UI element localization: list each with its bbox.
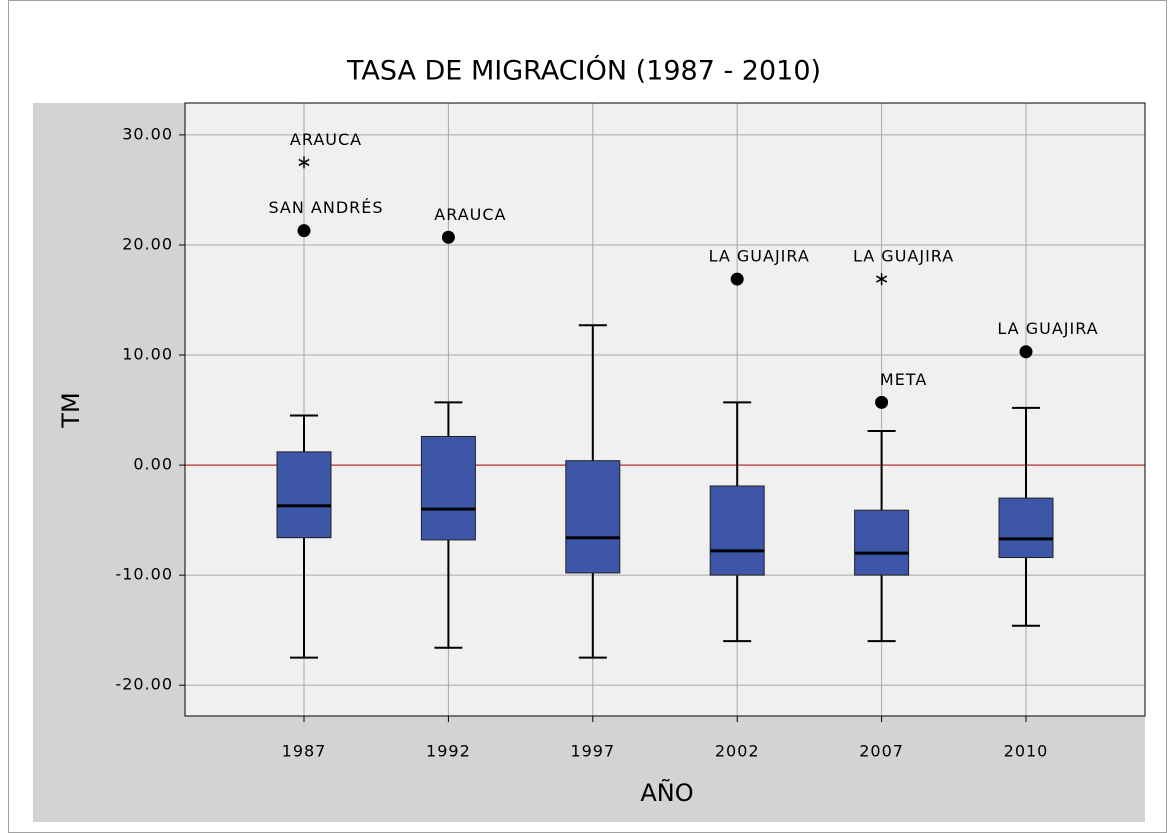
outlier-label: LA GUAJIRA (997, 319, 1098, 338)
box (854, 509, 910, 576)
x-tick-label: 1992 (426, 742, 471, 761)
x-tick-label: 1997 (570, 742, 615, 761)
outlier (875, 395, 889, 409)
chart-title: TASA DE MIGRACIÓN (1987 - 2010) (346, 55, 821, 87)
box (276, 451, 332, 539)
outlier (441, 230, 455, 244)
y-axis-label: TM (57, 392, 85, 428)
outlier-label: ARAUCA (290, 130, 362, 149)
box (420, 435, 476, 541)
outlier-label: SAN ANDRÉS (268, 198, 383, 217)
outlier-star (298, 156, 310, 169)
plot-border (184, 102, 1146, 717)
outlier-label: LA GUAJIRA (853, 247, 954, 266)
box (709, 485, 765, 576)
x-axis-label: AÑO (640, 777, 693, 807)
outlier (297, 224, 311, 238)
y-tick-label: 30.00 (122, 124, 173, 143)
x-tick-label: 1987 (282, 742, 327, 761)
plot-area (185, 103, 1145, 716)
outlier-label: META (880, 370, 927, 389)
outlier (730, 272, 744, 286)
x-tick-label: 2007 (859, 742, 904, 761)
outlier-star (876, 273, 888, 286)
box (998, 497, 1054, 559)
outlier-label: ARAUCA (434, 205, 506, 224)
outlier-label: LA GUAJIRA (709, 247, 810, 266)
x-tick-label: 2002 (715, 742, 760, 761)
y-tick-label: 20.00 (122, 234, 173, 253)
y-tick-label: 0.00 (133, 455, 173, 474)
box (565, 460, 621, 574)
outlier (1019, 345, 1033, 359)
x-tick-label: 2010 (1004, 742, 1049, 761)
y-tick-label: 10.00 (122, 345, 173, 364)
y-tick-label: -20.00 (115, 675, 173, 694)
y-tick-label: -10.00 (115, 565, 173, 584)
